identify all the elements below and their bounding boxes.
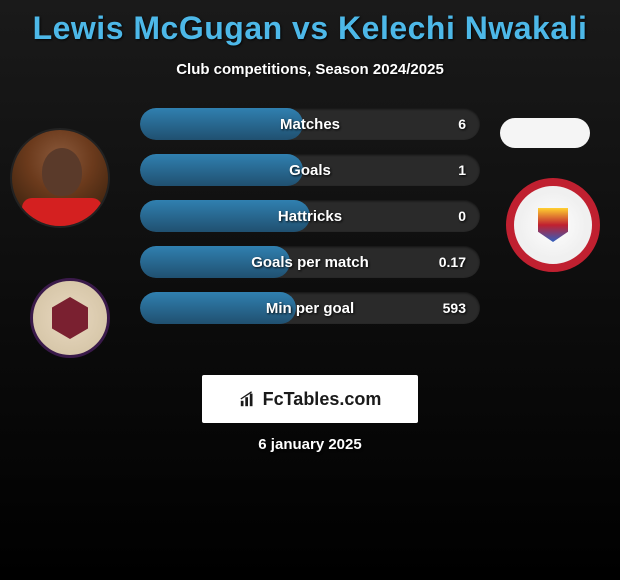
brand-text: FcTables.com	[263, 389, 382, 410]
stat-value-right: 0	[458, 208, 466, 224]
stat-row: Goals per match0.17	[140, 246, 480, 278]
chart-icon	[239, 390, 257, 408]
stat-label: Goals per match	[140, 254, 480, 271]
stat-label: Min per goal	[140, 300, 480, 317]
page-subtitle: Club competitions, Season 2024/2025	[0, 61, 620, 78]
comparison-panel: Matches6Goals1Hattricks0Goals per match0…	[0, 108, 620, 388]
stat-label: Goals	[140, 162, 480, 179]
club-badge-right	[506, 178, 600, 272]
snapshot-date: 6 january 2025	[0, 436, 620, 453]
stat-row: Hattricks0	[140, 200, 480, 232]
club-badge-left	[30, 278, 110, 358]
stat-row: Goals1	[140, 154, 480, 186]
brand-logo: FcTables.com	[202, 375, 418, 423]
page-title: Lewis McGugan vs Kelechi Nwakali	[0, 0, 620, 47]
stat-row: Min per goal593	[140, 292, 480, 324]
player-left-photo	[10, 128, 110, 228]
stat-label: Hattricks	[140, 208, 480, 225]
player-right-photo-placeholder	[500, 118, 590, 148]
stat-value-right: 6	[458, 116, 466, 132]
stat-value-right: 1	[458, 162, 466, 178]
stat-value-right: 593	[443, 300, 466, 316]
stat-label: Matches	[140, 116, 480, 133]
stat-row: Matches6	[140, 108, 480, 140]
stat-value-right: 0.17	[439, 254, 466, 270]
stats-list: Matches6Goals1Hattricks0Goals per match0…	[140, 108, 480, 338]
